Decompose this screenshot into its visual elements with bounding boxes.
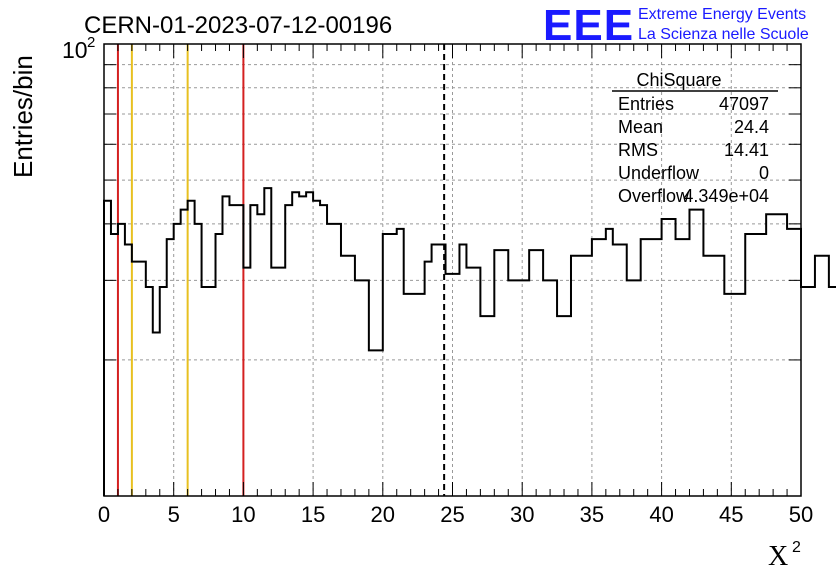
stats-row-label: Entries bbox=[618, 94, 674, 114]
x-tick-label: 20 bbox=[371, 502, 395, 527]
x-tick-label: 10 bbox=[231, 502, 255, 527]
stats-row-label: Mean bbox=[618, 117, 663, 137]
stats-row-label: Overflow bbox=[618, 186, 690, 206]
logo-mark: EEE bbox=[543, 1, 634, 50]
chart-title: CERN-01-2023-07-12-00196 bbox=[84, 12, 392, 39]
x-tick-label: 5 bbox=[168, 502, 180, 527]
stats-row-value: 24.4 bbox=[734, 117, 769, 137]
y-tick-label-top-exponent: 2 bbox=[87, 34, 95, 51]
y-ticks bbox=[104, 43, 801, 361]
eee-logo: EEE Extreme Energy Events La Scienza nel… bbox=[543, 1, 809, 50]
x-tick-label: 25 bbox=[440, 502, 464, 527]
x-tick-label: 0 bbox=[98, 502, 110, 527]
y-axis-label: Entries/bin bbox=[8, 55, 38, 178]
histogram-step-line bbox=[103, 187, 836, 496]
y-tick-label-top: 10 bbox=[62, 37, 88, 63]
x-tick-label: 15 bbox=[301, 502, 325, 527]
vertical-lines bbox=[116, 44, 446, 496]
stats-row-value: 14.41 bbox=[724, 140, 769, 160]
grid bbox=[104, 44, 801, 496]
x-tick-label: 50 bbox=[789, 502, 813, 527]
x-tick-label: 40 bbox=[649, 502, 673, 527]
stats-title: ChiSquare bbox=[636, 70, 721, 90]
x-tick-label: 35 bbox=[580, 502, 604, 527]
stats-row-value: 0 bbox=[759, 163, 769, 183]
x-tick-label: 30 bbox=[510, 502, 534, 527]
logo-line2: La Scienza nelle Scuole bbox=[638, 26, 809, 43]
stats-rows: Entries 47097 Mean 24.4 RMS 14.41 Underflow 0 Ov… bbox=[618, 94, 769, 206]
x-axis-label: X bbox=[768, 541, 788, 572]
x-tick-label: 45 bbox=[719, 502, 743, 527]
stats-box: ChiSquare Entries 47097 Mean 24.4 RMS 14.41 Un… bbox=[612, 70, 778, 206]
stats-row-value: 4.349e+04 bbox=[683, 186, 769, 206]
x-axis-label-superscript: 2 bbox=[792, 539, 801, 556]
stats-row-label: Underflow bbox=[618, 163, 700, 183]
stats-row-value: 47097 bbox=[719, 94, 769, 114]
x-ticks: 0 5 10 15 20 25 30 35 40 45 50 bbox=[98, 44, 813, 527]
histogram-bars bbox=[103, 187, 836, 496]
logo-line1: Extreme Energy Events bbox=[638, 6, 806, 23]
stats-row-label: RMS bbox=[618, 140, 658, 160]
